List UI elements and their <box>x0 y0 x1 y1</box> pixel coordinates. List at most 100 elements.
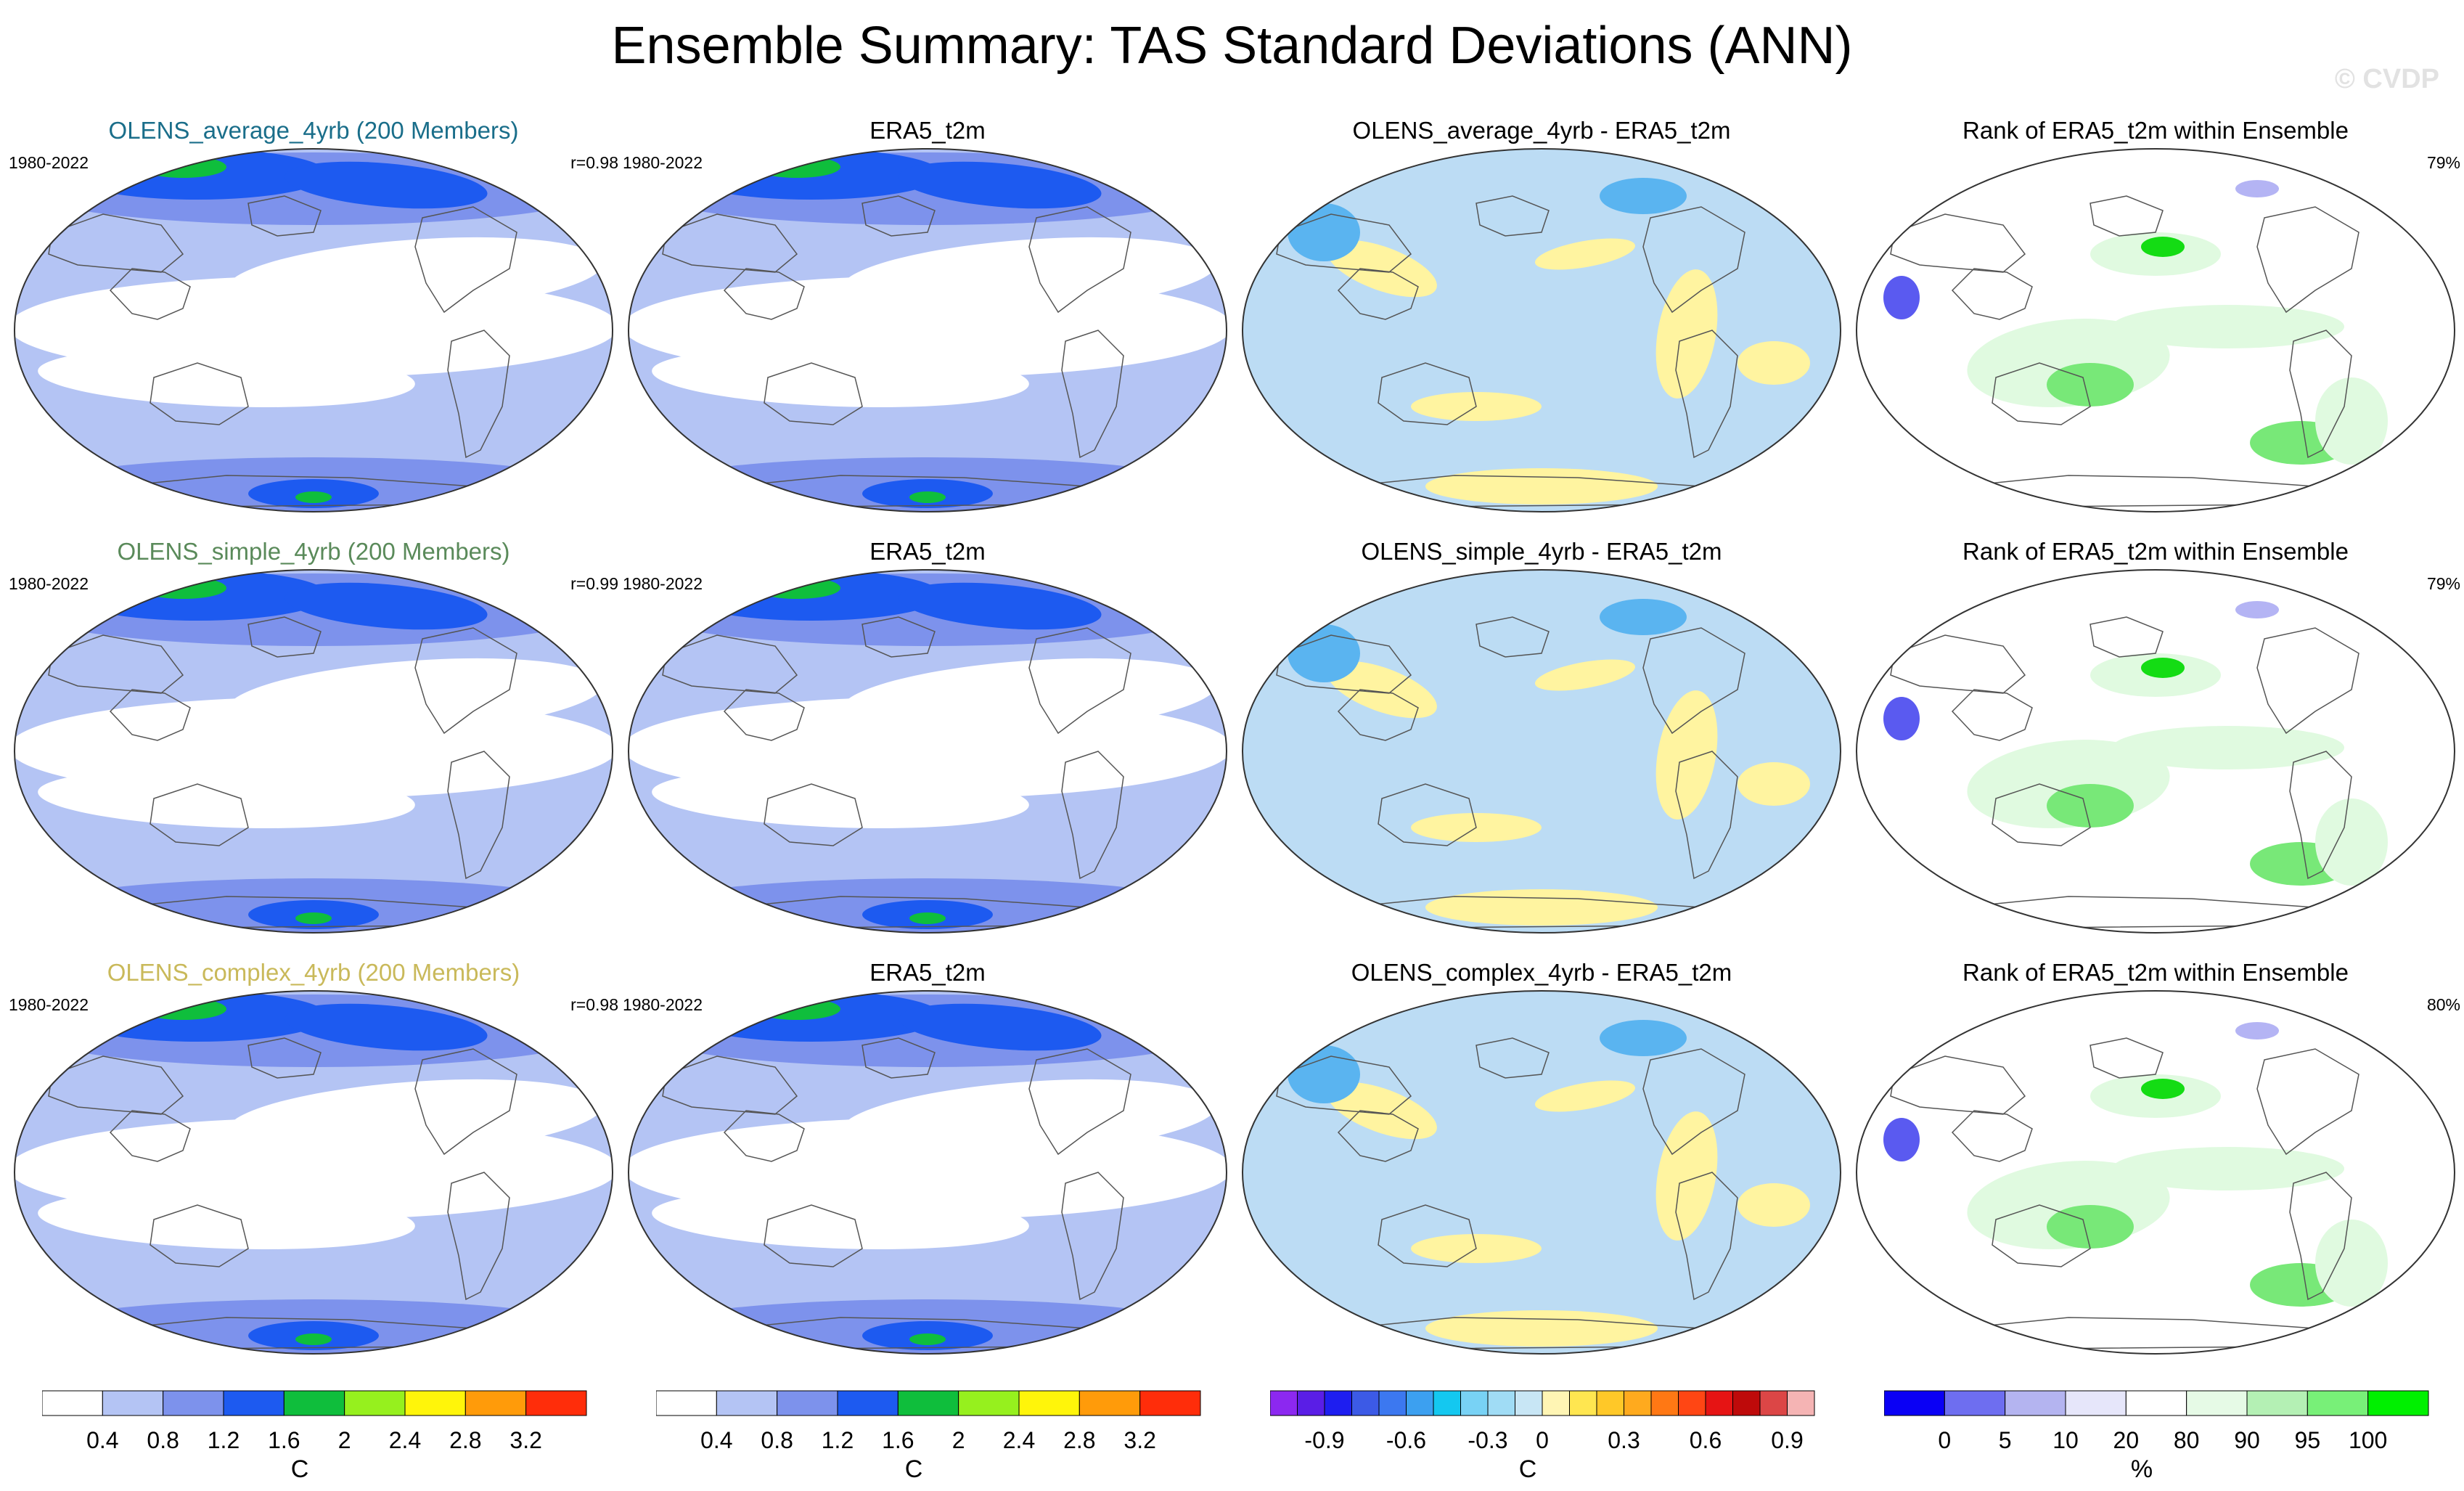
colorbar-tick-label: 0.8 <box>147 1427 179 1453</box>
coastline-5 <box>247 1037 322 1079</box>
colorbar-swatch <box>2125 1390 2187 1416</box>
map-model <box>14 148 613 512</box>
coastline-5 <box>861 616 936 658</box>
coastline-1 <box>662 1055 798 1115</box>
period-label: 1980-2022 <box>623 574 703 593</box>
coastline-1 <box>1276 213 1412 273</box>
coastline-0 <box>1951 268 2033 320</box>
pattern-correlation-label: r=0.99 <box>570 574 618 593</box>
colorbar-unit: C <box>904 1455 923 1483</box>
colorbar-swatch <box>525 1390 587 1416</box>
globe-outline <box>1242 990 1841 1355</box>
colorbar-swatch <box>1542 1390 1570 1416</box>
colorbar-swatch <box>1759 1390 1788 1416</box>
colorbar-swatch <box>837 1390 899 1416</box>
coastline-2 <box>150 1204 249 1267</box>
figure-title: Ensemble Summary: TAS Standard Deviation… <box>611 17 1853 75</box>
map-rank <box>1856 148 2455 512</box>
panel-title: Rank of ERA5_t2m within Ensemble <box>1962 959 2349 986</box>
coastline-3 <box>1642 206 1745 314</box>
colorbar-swatch <box>1078 1390 1141 1416</box>
colorbar-swatch <box>283 1390 345 1416</box>
period-label: 1980-2022 <box>623 995 703 1014</box>
coastline-3 <box>1028 206 1131 314</box>
map-panel-obs: ERA5_t2m 1980-2022 <box>623 116 1232 523</box>
coastline-2 <box>764 1204 863 1267</box>
coastline-0 <box>723 268 805 320</box>
colorbar-swatch <box>223 1390 285 1416</box>
coastline-2 <box>764 783 863 846</box>
period-label: 1980-2022 <box>623 153 703 172</box>
coastline-3 <box>1642 627 1745 735</box>
panel-title: ERA5_t2m <box>869 959 986 986</box>
colorbar-tick-label: 2.8 <box>449 1427 482 1453</box>
colorbar-tick-label: 2 <box>337 1427 351 1453</box>
coastline-4 <box>447 751 510 880</box>
colorbar-tick-label: 80 <box>2173 1427 2200 1453</box>
coastline-0 <box>1337 689 1419 741</box>
globe-outline <box>1856 990 2455 1355</box>
coastline-1 <box>1890 213 2026 273</box>
coastline-2 <box>764 362 863 425</box>
map-diff <box>1242 148 1841 512</box>
globe-outline <box>1242 569 1841 934</box>
coastline-1 <box>1276 634 1412 694</box>
colorbar-swatch <box>1944 1390 2006 1416</box>
coastline-4 <box>2289 1172 2352 1301</box>
coastline-1 <box>48 1055 184 1115</box>
colorbar-swatch <box>2367 1390 2429 1416</box>
colorbar-tick-label: 0 <box>1938 1427 1952 1453</box>
colorbar-swatch <box>716 1390 778 1416</box>
coastline-1 <box>662 213 798 273</box>
colorbar-tick-label: 0.4 <box>86 1427 119 1453</box>
coastline-4 <box>1675 1172 1738 1301</box>
colorbar-swatch <box>1460 1390 1489 1416</box>
map-obs <box>628 569 1227 934</box>
coastline-5 <box>2090 195 2164 237</box>
colorbar-swatch <box>1569 1390 1597 1416</box>
pattern-correlation-label: r=0.98 <box>570 153 618 172</box>
coastline-1 <box>1890 634 2026 694</box>
panel-title: OLENS_average_4yrb - ERA5_t2m <box>1352 117 1731 144</box>
colorbar-swatch <box>1596 1390 1624 1416</box>
period-label: 1980-2022 <box>9 153 89 172</box>
coastline-0 <box>109 689 191 741</box>
coastline-3 <box>1028 627 1131 735</box>
colorbar-swatch <box>1324 1390 1352 1416</box>
panel-title: ERA5_t2m <box>869 117 986 144</box>
globe-outline <box>1856 148 2455 512</box>
map-model <box>14 569 613 934</box>
coastline-2 <box>1378 1204 1477 1267</box>
panel-title: Rank of ERA5_t2m within Ensemble <box>1962 117 2349 144</box>
coastline-5 <box>1475 1037 1550 1079</box>
coastline-0 <box>1337 1110 1419 1162</box>
coastline-4 <box>2289 751 2352 880</box>
colorbar-tick-label: 1.2 <box>821 1427 854 1453</box>
map-diff <box>1242 990 1841 1355</box>
panel-title: OLENS_average_4yrb (200 Members) <box>108 117 519 144</box>
coastline-5 <box>861 1037 936 1079</box>
map-rank <box>1856 569 2455 934</box>
colorbar-tick-label: -0.3 <box>1468 1427 1508 1453</box>
panel-title: OLENS_simple_4yrb - ERA5_t2m <box>1361 538 1722 565</box>
colorbar-tick-label: 3.2 <box>509 1427 542 1453</box>
colorbar-tick-label: 5 <box>1998 1427 2012 1453</box>
diff-colorbar: -0.9 -0.6 -0.3 0 0.3 0.6 0.9 C <box>1270 1389 1822 1491</box>
colorbar-swatch <box>2005 1390 2066 1416</box>
colorbar-tick-label: 3.2 <box>1123 1427 1156 1453</box>
coastline-4 <box>1061 751 1124 880</box>
coastline-3 <box>1642 1048 1745 1156</box>
colorbar-swatch <box>344 1390 406 1416</box>
coastline-3 <box>1028 1048 1131 1156</box>
coastline-5 <box>1475 195 1550 237</box>
coastline-0 <box>109 268 191 320</box>
rank-percent-label: 80% <box>2426 995 2460 1014</box>
colorbar-swatch <box>2065 1390 2127 1416</box>
coastline-1 <box>1276 1055 1412 1115</box>
rank-colorbar: 0 5 10 20 80 90 95 100% <box>1884 1389 2436 1491</box>
panel-title: OLENS_complex_4yrb (200 Members) <box>107 959 520 986</box>
coastline-2 <box>1378 783 1477 846</box>
colorbar-swatch <box>1678 1390 1706 1416</box>
panel-title: OLENS_complex_4yrb - ERA5_t2m <box>1351 959 1732 986</box>
panel-title: Rank of ERA5_t2m within Ensemble <box>1962 538 2349 565</box>
